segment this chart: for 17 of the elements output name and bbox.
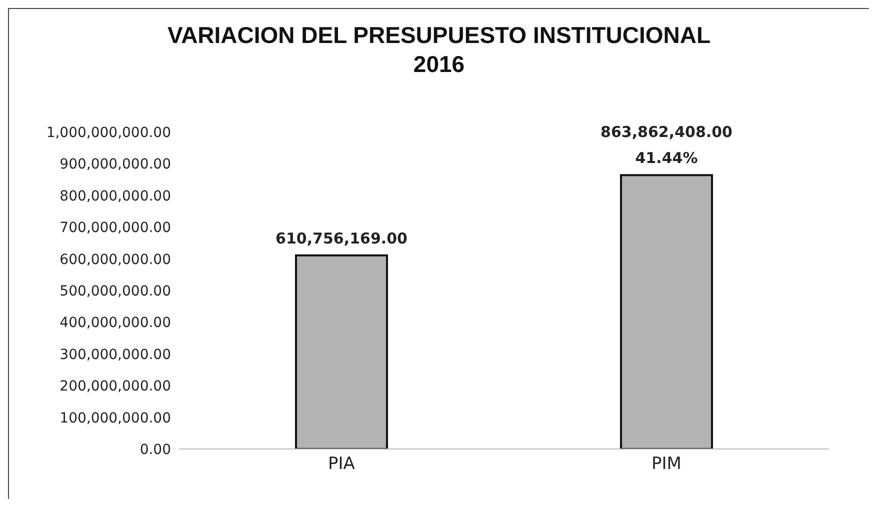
chart-title: VARIACION DEL PRESUPUESTO INSTITUCIONAL 2016 (166, 21, 712, 79)
data-label: 610,756,169.00 (276, 229, 408, 248)
y-tick-label: 300,000,000.00 (60, 346, 171, 363)
y-tick-label: 600,000,000.00 (60, 252, 171, 268)
annotation: 41.44% (635, 149, 698, 168)
data-label: 863,862,408.00 (600, 123, 732, 142)
x-tick-label: PIM (652, 454, 682, 474)
y-tick-label: 200,000,000.00 (60, 378, 171, 395)
y-tick-label: 100,000,000.00 (60, 410, 171, 426)
y-tick-label: 700,000,000.00 (60, 220, 171, 236)
y-tick-label: 500,000,000.00 (60, 283, 171, 300)
y-tick-label: 1,000,000,000.00 (46, 124, 171, 141)
y-tick-label: 900,000,000.00 (60, 156, 171, 173)
x-tick-label: PIA (328, 454, 356, 474)
y-tick-label: 0.00 (140, 442, 171, 458)
y-tick-label: 800,000,000.00 (60, 188, 171, 204)
y-tick-label: 400,000,000.00 (60, 315, 171, 332)
